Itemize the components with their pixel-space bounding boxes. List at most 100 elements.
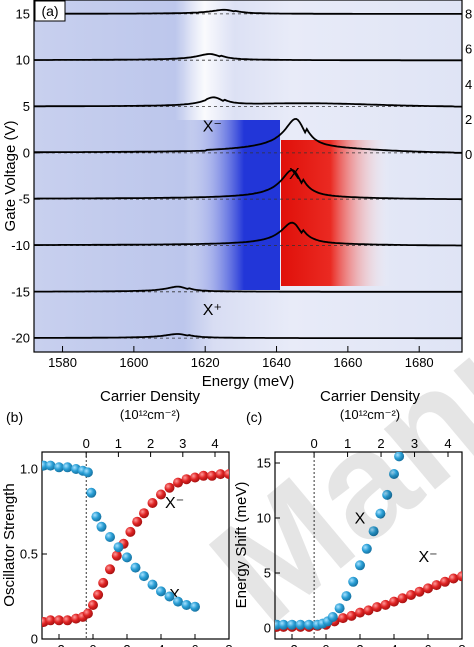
- y-tick-label: 15: [257, 456, 271, 471]
- annotation-label: X⁻: [203, 119, 222, 136]
- panel-a-y-axis-label: Gate Voltage (V): [2, 121, 19, 232]
- data-point: [125, 526, 136, 537]
- x-tick-label: 1580: [48, 355, 77, 370]
- data-point: [355, 607, 365, 618]
- data-point: [93, 589, 104, 600]
- x-tick-label: 2: [356, 642, 363, 647]
- data-point: [363, 605, 374, 616]
- data-point: [327, 612, 338, 622]
- data-point: [348, 576, 359, 587]
- data-point: [389, 596, 399, 607]
- panel-a-label: (a): [41, 3, 58, 19]
- panel-c-y-axis-label: Energy Shift (meV): [233, 482, 250, 609]
- data-point: [295, 619, 306, 630]
- y-tick-label: -20: [11, 331, 30, 346]
- y-tick-label: 1.0: [20, 462, 38, 477]
- right-tick-label: 6: [465, 42, 472, 57]
- data-point: [181, 474, 192, 485]
- panel-a-label-box: [34, 0, 66, 22]
- data-point: [139, 571, 149, 582]
- y-tick-label: 0.5: [20, 547, 38, 562]
- data-point: [380, 599, 391, 610]
- spectrum-curve: [34, 285, 462, 293]
- data-point: [372, 602, 382, 613]
- panel-a-frame: [33, 0, 463, 353]
- top-tick-label: 1: [115, 436, 122, 451]
- top-tick-label: 4: [444, 436, 451, 451]
- x-tick-label: 1600: [119, 355, 148, 370]
- panel-c: -2 0 2 4 6 8 0 5 10 15 0 1 2 3 4 X X⁻ (c) Carrier Densit…: [233, 388, 466, 647]
- data-point: [45, 460, 56, 471]
- data-point: [164, 482, 175, 493]
- panel-a: 1580 1600 1620 1640 1660 1680 15 10 5 0 -5 -10 -15 -2…: [2, 0, 472, 390]
- data-point: [111, 550, 122, 561]
- x-tick-label: 2: [123, 642, 130, 647]
- data-point: [375, 508, 386, 519]
- x-tick-label: 1680: [405, 355, 434, 370]
- data-point: [394, 452, 405, 462]
- y-tick-label: -5: [18, 192, 30, 207]
- annotation-label: X: [289, 166, 300, 183]
- data-point: [132, 516, 143, 527]
- top-tick-label: 3: [179, 436, 186, 451]
- spectrum-curve: [34, 96, 462, 108]
- top-tick-label: 0: [310, 436, 317, 451]
- data-point: [440, 576, 450, 587]
- y-tick-label: 15: [16, 6, 30, 21]
- top-tick-label: 3: [411, 436, 418, 451]
- y-tick-label: 10: [257, 511, 271, 526]
- data-point: [105, 532, 115, 542]
- x-tick-label: 4: [390, 642, 397, 647]
- panel-c-top-axis-label: Carrier Density: [320, 388, 421, 405]
- data-point: [113, 542, 124, 553]
- data-point: [181, 600, 192, 610]
- data-point: [147, 498, 158, 508]
- data-point: [62, 615, 73, 626]
- x-tick-label: 1660: [333, 355, 362, 370]
- data-point: [346, 610, 357, 621]
- data-point: [45, 615, 56, 626]
- data-point: [406, 590, 416, 600]
- data-point: [397, 593, 408, 604]
- spectrum-curve: [34, 117, 462, 154]
- data-point: [190, 601, 200, 612]
- data-point: [122, 552, 132, 563]
- data-point: [147, 579, 158, 590]
- data-point: [215, 469, 226, 480]
- data-point: [105, 564, 115, 575]
- spectrum-curve: [34, 333, 462, 340]
- data-point: [164, 591, 175, 602]
- panel-a-axes: 1580 1600 1620 1640 1660 1680 15 10 5 0 -5 -10 -15 -2…: [11, 6, 472, 370]
- data-point: [423, 583, 433, 594]
- top-tick-label: 2: [147, 436, 154, 451]
- panel-b-top-axis-label: Carrier Density: [100, 388, 201, 405]
- data-point: [86, 487, 97, 498]
- y-tick-label: 0: [23, 145, 30, 160]
- panel-b: -2 0 2 4 6 8 0 0.5 1.0 0 1 2 3 4 X⁻ X (b) Carrier Densi…: [1, 388, 233, 647]
- annotation-label: X: [355, 511, 366, 528]
- data-point: [361, 543, 372, 554]
- data-point: [62, 462, 73, 473]
- data-point: [431, 580, 442, 591]
- annotation-label: X⁻: [165, 495, 184, 512]
- panel-b-points: [42, 460, 229, 627]
- data-point: [448, 573, 459, 584]
- top-tick-label: 0: [83, 436, 90, 451]
- data-point: [173, 596, 183, 607]
- spectrum-curve: [34, 53, 462, 62]
- x-tick-label: 4: [157, 642, 164, 647]
- data-point: [457, 571, 462, 582]
- y-tick-label: 10: [16, 53, 30, 68]
- panel-b-top-axis-unit: (10¹²cm⁻²): [120, 407, 180, 422]
- panel-b-label: (b): [6, 409, 23, 425]
- y-tick-label: 0: [31, 632, 38, 647]
- heatmap-red-region: [281, 140, 391, 286]
- y-tick-label: 5: [264, 566, 271, 581]
- heatmap: [34, 0, 462, 352]
- y-tick-label: 0: [264, 621, 271, 636]
- panel-c-top-axis-unit: (10¹²cm⁻²): [340, 407, 400, 422]
- data-point: [414, 586, 425, 597]
- data-point: [341, 591, 352, 602]
- data-point: [156, 489, 166, 500]
- data-point: [338, 613, 348, 624]
